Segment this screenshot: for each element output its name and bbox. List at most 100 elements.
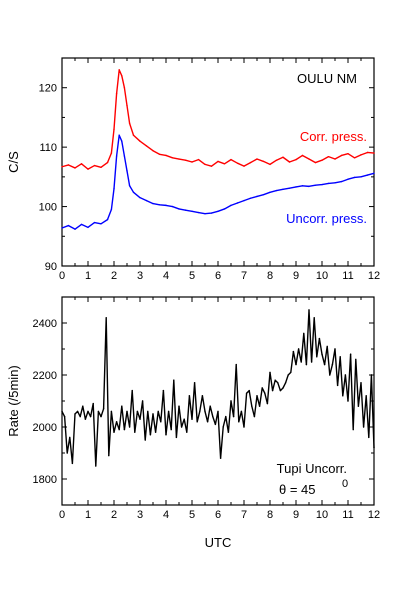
x-tick-label: 2 xyxy=(111,270,117,282)
data-point xyxy=(349,353,352,355)
data-point xyxy=(310,361,313,363)
data-point xyxy=(336,384,339,387)
data-point xyxy=(253,415,256,418)
data-point xyxy=(154,431,157,433)
data-point xyxy=(347,152,349,155)
data-point xyxy=(256,395,258,397)
data-point xyxy=(139,140,141,142)
x-tick-label: 6 xyxy=(215,270,221,282)
data-point xyxy=(175,436,178,439)
data-point xyxy=(342,395,344,397)
x-tick-label: 4 xyxy=(163,270,169,282)
x-tick-label: 11 xyxy=(342,509,353,521)
data-point xyxy=(171,205,174,208)
data-point xyxy=(145,145,148,147)
data-point xyxy=(134,431,136,433)
data-point xyxy=(106,161,109,164)
data-point xyxy=(93,221,96,224)
y-tick-label: 120 xyxy=(39,83,57,95)
data-point xyxy=(256,195,258,198)
data-point xyxy=(282,156,284,158)
data-point xyxy=(93,164,96,167)
data-point xyxy=(219,457,222,459)
data-point xyxy=(196,421,198,423)
data-point xyxy=(295,186,297,188)
data-point xyxy=(318,337,321,340)
data-point xyxy=(67,164,70,166)
data-point xyxy=(360,382,362,384)
data-point xyxy=(279,389,282,392)
data-point xyxy=(301,185,304,187)
data-point xyxy=(173,379,175,381)
data-point xyxy=(139,196,141,199)
data-point xyxy=(191,161,193,163)
data-point xyxy=(204,213,206,215)
data-point xyxy=(217,160,219,163)
data-point xyxy=(277,382,279,384)
data-point xyxy=(121,140,123,142)
data-point xyxy=(108,454,110,457)
data-point xyxy=(136,410,139,413)
data-point xyxy=(100,223,102,225)
data-point xyxy=(230,400,232,402)
x-tick-label: 3 xyxy=(137,509,143,521)
x-tick-label: 4 xyxy=(163,509,169,521)
data-point xyxy=(165,434,167,436)
data-point xyxy=(80,223,83,226)
y-tick-label: 2000 xyxy=(33,422,57,434)
x-tick-label: 9 xyxy=(293,509,299,521)
data-point xyxy=(171,157,174,159)
series-line-0 xyxy=(61,69,375,170)
data-point xyxy=(262,193,265,196)
data-point xyxy=(61,227,63,229)
data-point xyxy=(118,428,120,431)
y-tick-label: 1800 xyxy=(33,474,57,486)
data-point xyxy=(261,387,263,389)
x-tick-label: 2 xyxy=(111,509,117,521)
data-point xyxy=(262,160,265,163)
data-point xyxy=(128,185,131,187)
data-point xyxy=(269,191,271,194)
data-point xyxy=(131,389,133,392)
data-point xyxy=(288,161,291,163)
data-point xyxy=(100,415,102,418)
data-point xyxy=(223,163,226,165)
data-point xyxy=(243,165,245,167)
data-point xyxy=(74,167,76,169)
y-tick-label: 110 xyxy=(39,142,57,154)
data-point xyxy=(271,389,274,392)
data-point xyxy=(113,188,115,190)
data-point xyxy=(123,155,126,157)
data-point xyxy=(308,158,310,160)
series-line-0 xyxy=(61,309,375,467)
data-point xyxy=(87,168,89,170)
data-point xyxy=(373,152,375,154)
data-point xyxy=(210,212,213,214)
x-tick-label: 8 xyxy=(267,270,273,282)
data-point xyxy=(118,134,120,136)
data-point xyxy=(92,402,94,405)
data-point xyxy=(87,410,89,413)
data-point xyxy=(178,208,180,210)
data-point xyxy=(339,356,341,358)
data-point xyxy=(274,379,276,381)
data-point xyxy=(305,363,308,366)
data-point xyxy=(308,185,310,188)
corr-press-label: Corr. press. xyxy=(300,129,367,144)
x-tick-label: 5 xyxy=(189,270,195,282)
data-point xyxy=(152,413,154,415)
data-point xyxy=(284,382,287,384)
data-point xyxy=(188,395,191,397)
data-point xyxy=(236,202,239,204)
data-point xyxy=(132,134,135,136)
data-point xyxy=(184,209,187,211)
data-point xyxy=(167,410,170,413)
data-point xyxy=(128,122,131,125)
data-point xyxy=(106,218,109,221)
data-point xyxy=(236,162,239,164)
x-tick-label: 10 xyxy=(316,509,328,521)
data-point xyxy=(84,418,87,420)
data-point xyxy=(102,408,105,410)
data-point xyxy=(63,415,66,418)
data-point xyxy=(340,180,343,183)
